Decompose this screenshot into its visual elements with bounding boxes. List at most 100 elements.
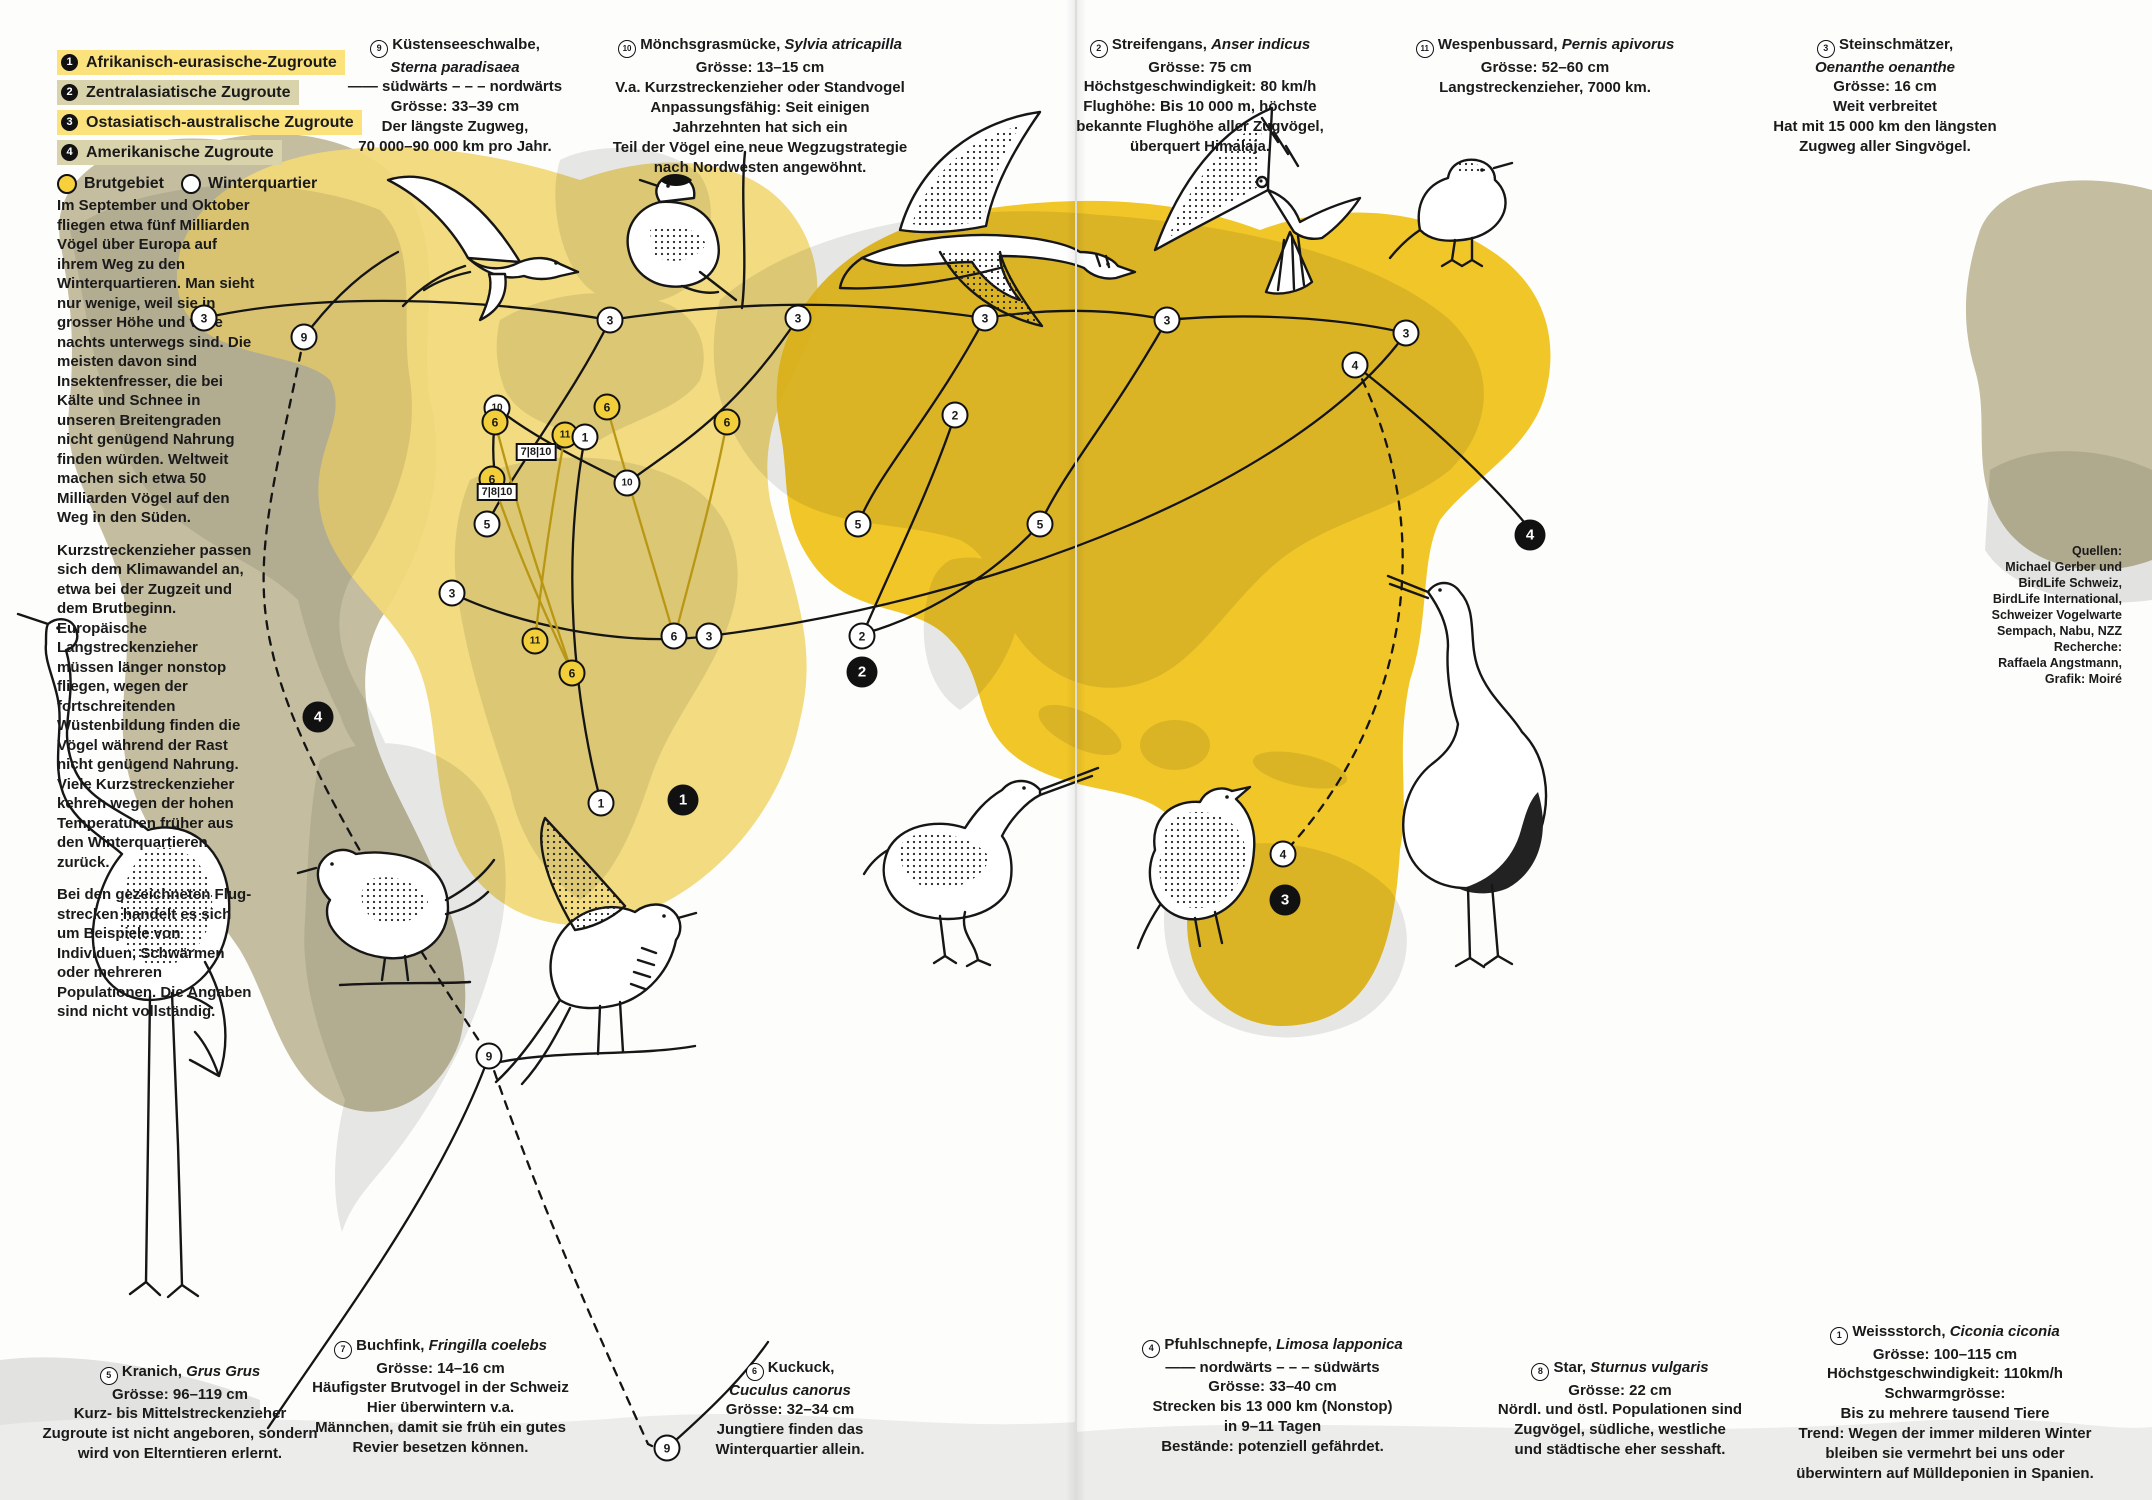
species-number-badge: 1 (1830, 1326, 1849, 1345)
species-info-line: Höchstgeschwindigkeit: 110km/h (1827, 1365, 2063, 1383)
route-kuckuck-3 (674, 420, 729, 634)
legend-route-4: 4 Amerikanische Zugroute (57, 140, 362, 165)
legend-route-label: Zentralasiatische Zugroute (86, 83, 291, 101)
winter-quarter-dot (181, 174, 201, 194)
species-info-line: Grösse: 100–115 cm (1872, 1345, 2018, 1363)
species-info-line: Anpassungsfähig: Seit einigen (650, 98, 870, 116)
species-info-line: Winterquartier allein. (715, 1441, 865, 1459)
route-marker-3: 3 (1153, 306, 1181, 334)
route-kuckuck-1 (605, 405, 676, 638)
illustration-steinschmaetzer (1388, 158, 1514, 268)
legend-route-1: 1 Afrikanisch-eurasische-Zugroute (57, 50, 362, 75)
illustration-buchfink (296, 848, 496, 987)
route-tern-south-1 (266, 1054, 491, 1430)
winter-quarter-label: Winterquartier (208, 175, 318, 192)
species-info-line: V.a. Kurzstreckenzieher oder Standvogel (615, 78, 905, 96)
coast-bottom-strip-right (1076, 1419, 2152, 1500)
species-info-line: Nördl. und östl. Populationen sind (1497, 1401, 1743, 1419)
species-info-line: nach Nordwesten angewöhnt. (653, 158, 867, 176)
route-marker-4: 4 (1341, 351, 1369, 379)
species-info-line: Hat mit 15 000 km den längsten (1773, 118, 1997, 136)
legend-route-number: 2 (61, 84, 78, 101)
route-marker-box: 7|8|10 (476, 483, 518, 501)
species-info-line: Weit verbreitet (1833, 98, 1937, 116)
route-weissstorch (571, 435, 603, 805)
species-latin-name: Cuculus canorus (729, 1381, 851, 1399)
species-info-line: Grösse: 52–60 cm (1480, 59, 1610, 76)
species-info-line: —— südwärts – – – nordwärts (347, 78, 563, 96)
route-marker-3: 3 (596, 306, 624, 334)
flyway-regions (59, 133, 2152, 1112)
route-marker-10: 10 (613, 469, 641, 497)
route-arc-2 (625, 316, 800, 485)
legend-route-number: 1 (61, 54, 78, 71)
species-number-badge: 7 (333, 1340, 352, 1359)
species-info-line: in 9–11 Tagen (1223, 1418, 1322, 1436)
coast-bottom-strip-left (0, 1413, 1076, 1500)
species-info-line: —— nordwärts – – – südwärts (1165, 1358, 1380, 1376)
flyway-marker-1: 1 (667, 784, 699, 816)
route-wespenbussard (533, 433, 567, 643)
species-caption-7: 7 Buchfink, Fringilla coelebs Grösse: 14–… (268, 1336, 613, 1458)
species-info-line: Zugweg aller Singvögel. (1799, 138, 1971, 156)
bird-illustrations (16, 106, 1548, 1299)
species-name: Kuckuck, (767, 1359, 835, 1376)
breeding-area-dot (57, 174, 77, 194)
route-marker-2: 2 (848, 622, 876, 650)
flyway-marker-2: 2 (846, 656, 878, 688)
source-line: BirdLife International, (1992, 592, 2122, 606)
species-name: Kranich, (121, 1363, 182, 1380)
species-info-line: Männchen, damit sie früh ein gutes (315, 1419, 566, 1437)
intro-paragraph-1: Im September und Oktober fliegen etwa fü… (57, 197, 255, 526)
species-latin-name: Sterna paradisaea (390, 58, 520, 76)
flyway-marker-3: 3 (1269, 884, 1301, 916)
illustration-star (1136, 785, 1256, 950)
species-info-line: Grösse: 13–15 cm (695, 59, 825, 76)
intro-paragraph-3: Bei den gezeichneten Flug­strecken hande… (57, 886, 252, 1020)
intro-paragraph-2: Kurzstreckenzieher passen sich dem Klima… (57, 541, 252, 871)
route-tern-south-2 (487, 1054, 658, 1450)
species-caption-6: 6 Kuckuck, Cuculus canorus Grösse: 32–34 c… (660, 1358, 920, 1460)
species-info-line: Häufigster Brutvogel in der Schweiz (312, 1379, 569, 1397)
route-marker-9: 9 (653, 1434, 681, 1462)
species-name: Wespenbussard, (1437, 36, 1558, 53)
species-name: Streifengans, (1111, 36, 1207, 53)
legend-route-number: 4 (61, 144, 78, 161)
route-marker-6-breeding: 6 (481, 408, 509, 436)
route-marker-3: 3 (695, 622, 723, 650)
species-info-line: Grösse: 96–119 cm (112, 1385, 248, 1403)
species-caption-10: 10 Mönchsgrasmücke, Sylvia atricapilla Gr… (590, 35, 930, 178)
species-info-line: Flughöhe: Bis 10 000 m, höchste (1083, 98, 1317, 116)
breeding-area-label: Brutgebiet (84, 175, 164, 192)
route-streifengans (860, 413, 957, 638)
species-latin-name: Anser indicus (1211, 36, 1311, 53)
source-line: Raffaela Angstmann, (1998, 656, 2122, 670)
species-info-line: Hier überwintern v.a. (366, 1399, 515, 1417)
species-number-badge: 5 (99, 1366, 118, 1385)
route-marker-3: 3 (1392, 319, 1420, 347)
species-caption-9: 9 Küstenseeschwalbe, Sterna paradisaea —— … (300, 35, 610, 157)
route-steinschmaetzer-top (202, 299, 1408, 335)
species-info-line: Kurz- bis Mittelstreckenzieher (73, 1405, 287, 1423)
species-latin-name: Oenanthe oenanthe (1814, 58, 1956, 76)
route-marker-1: 1 (587, 789, 615, 817)
route-marker-5: 5 (473, 510, 501, 538)
route-pfuhlschnepfe-north (1353, 363, 1526, 524)
species-name: Steinschmätzer, (1838, 36, 1954, 53)
species-number-badge: 8 (1531, 1362, 1550, 1381)
legend-route-2: 2 Zentralasiatische Zugroute (57, 80, 362, 105)
species-info-line: Revier besetzen können. (352, 1439, 529, 1457)
species-info-line: Höchstgeschwindigkeit: 80 km/h (1083, 78, 1317, 96)
species-info-line: wird von Elterntieren erlernt. (77, 1445, 283, 1463)
route-pfuhlschnepfe-south (1281, 363, 1404, 856)
source-line: Grafik: Moiré (2044, 672, 2122, 686)
species-caption-11: 11 Wespenbussard, Pernis apivorus Grösse:… (1380, 35, 1710, 98)
species-info-line: Grösse: 32–34 cm (725, 1401, 855, 1419)
species-info-line: Zugvögel, südliche, westliche (1514, 1421, 1726, 1439)
route-marker-3: 3 (438, 579, 466, 607)
species-latin-name: Sturnus vulgaris (1590, 1359, 1709, 1376)
species-name: Buchfink, (356, 1337, 425, 1354)
source-line: Recherche: (2053, 640, 2122, 654)
species-name: Mönchsgrasmücke, (640, 36, 781, 53)
